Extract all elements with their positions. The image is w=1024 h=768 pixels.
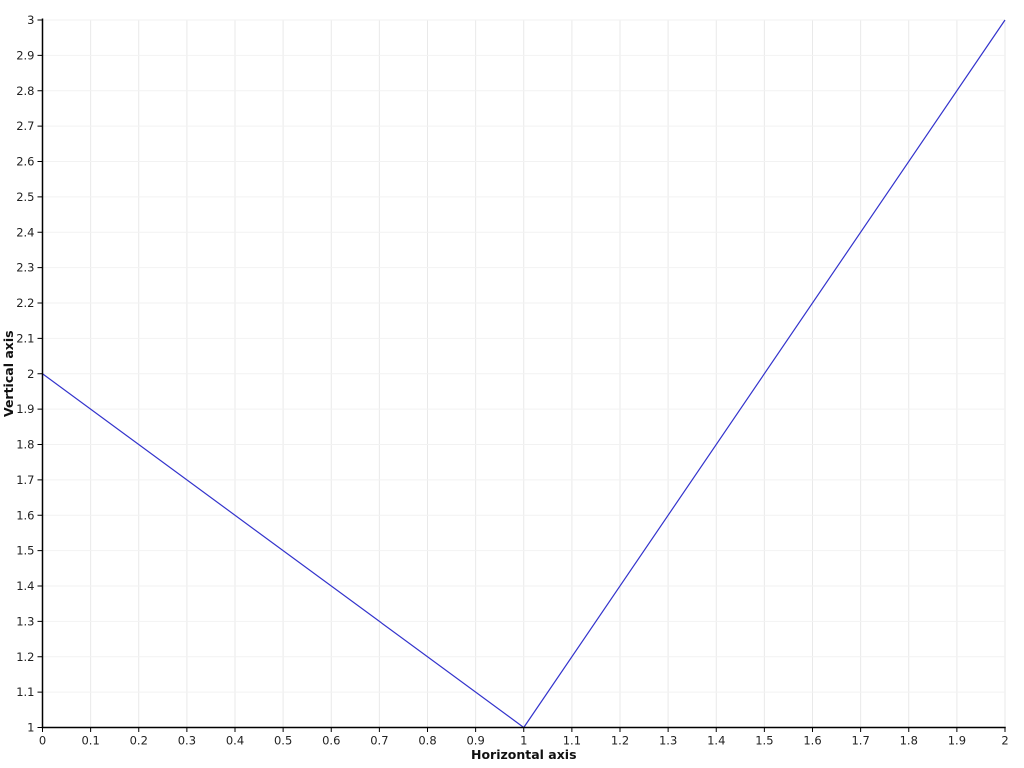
x-tick-label: 0.8 [418,734,436,748]
x-axis-title: Horizontal axis [471,747,577,762]
y-axis-title: Vertical axis [1,330,16,417]
y-tick-label: 2.3 [16,261,34,275]
x-tick-label: 1.2 [611,734,629,748]
x-tick-label: 0.1 [81,734,99,748]
y-tick-label: 2.1 [16,331,34,345]
y-tick-label: 2.7 [16,119,34,133]
x-tick-label: 0.6 [322,734,340,748]
y-tick-label: 2.4 [16,225,34,239]
y-tick-label: 2.5 [16,190,34,204]
y-tick-label: 1.8 [16,438,34,452]
x-tick-label: 1 [520,734,527,748]
x-tick-label: 1.7 [851,734,869,748]
x-tick-label: 0 [39,734,46,748]
y-tick-label: 1.6 [16,508,34,522]
y-tick-label: 3 [27,13,34,27]
y-tick-label: 2 [27,367,34,381]
y-tick-label: 1.1 [16,685,34,699]
y-tick-label: 1.4 [16,579,34,593]
x-tick-label: 1.8 [900,734,918,748]
x-tick-label: 1.1 [563,734,581,748]
y-tick-label: 2.6 [16,155,34,169]
x-tick-label: 1.6 [803,734,821,748]
x-tick-label: 0.9 [466,734,484,748]
x-tick-label: 0.3 [178,734,196,748]
x-tick-label: 1.4 [707,734,725,748]
y-tick-label: 2.2 [16,296,34,310]
y-tick-label: 1 [27,721,34,735]
y-tick-label: 2.8 [16,84,34,98]
x-tick-label: 1.3 [659,734,677,748]
y-tick-label: 1.2 [16,650,34,664]
x-tick-label: 0.7 [370,734,388,748]
y-tick-label: 1.7 [16,473,34,487]
y-tick-label: 1.5 [16,544,34,558]
x-tick-label: 0.5 [274,734,292,748]
x-tick-label: 2 [1001,734,1008,748]
x-tick-label: 0.2 [130,734,148,748]
y-tick-label: 1.3 [16,614,34,628]
y-tick-label: 2.9 [16,48,34,62]
y-tick-label: 1.9 [16,402,34,416]
x-tick-label: 1.9 [948,734,966,748]
x-tick-label: 1.5 [755,734,773,748]
x-tick-label: 0.4 [226,734,244,748]
